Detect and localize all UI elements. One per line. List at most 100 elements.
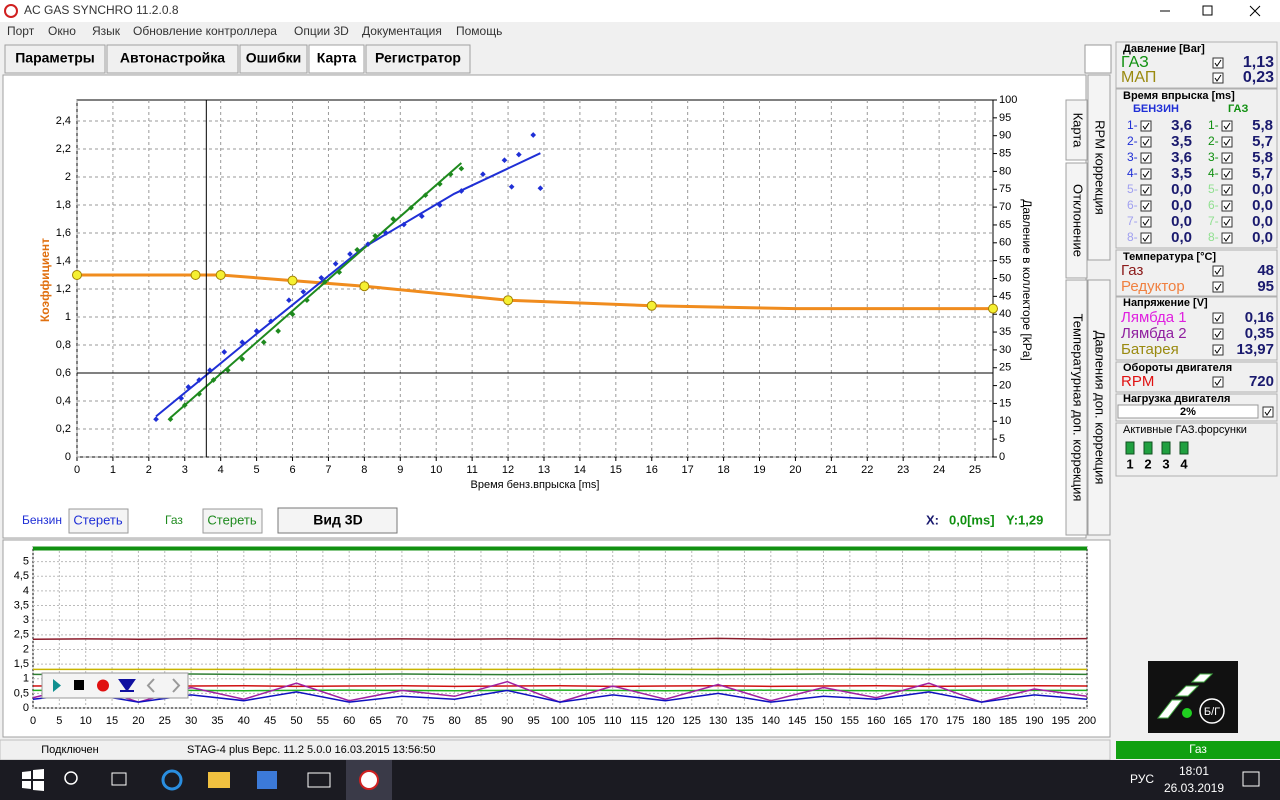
- curve-point: [646, 300, 657, 311]
- side-tab-label[interactable]: Температурная доп. коррекция: [1071, 314, 1086, 502]
- checkbox[interactable]: [1212, 328, 1224, 340]
- tab[interactable]: [365, 44, 471, 74]
- checkbox[interactable]: [1140, 152, 1152, 164]
- checkbox[interactable]: [1221, 216, 1233, 228]
- side-tab-label[interactable]: RPM коррекция: [1093, 120, 1108, 215]
- down-button[interactable]: [118, 679, 136, 692]
- legend-entry: Бензин: [22, 513, 62, 527]
- side-tab[interactable]: [1065, 99, 1088, 161]
- y2-tick-label: 80: [999, 165, 1011, 177]
- menu-item[interactable]: Язык: [92, 24, 121, 38]
- menu-item[interactable]: Обновление контроллера: [133, 24, 277, 38]
- status-device: STAG-4 plus Верс. 11.2 5.0.0 16.03.2015 …: [187, 744, 436, 756]
- record-button[interactable]: [97, 679, 109, 692]
- side-tab[interactable]: [1065, 162, 1088, 279]
- checkbox[interactable]: [1221, 152, 1233, 164]
- checkbox[interactable]: [1140, 216, 1152, 228]
- scatter-point: [196, 391, 202, 397]
- tab-label[interactable]: Автонастройка: [120, 50, 225, 66]
- tab-label[interactable]: Параметры: [15, 50, 95, 66]
- injector-label: 3: [1162, 456, 1169, 471]
- side-tab[interactable]: [1087, 74, 1111, 261]
- prev-button[interactable]: [146, 678, 155, 693]
- checkbox[interactable]: [1221, 184, 1233, 196]
- tab-label[interactable]: Карта: [317, 50, 357, 66]
- play-button[interactable]: [53, 679, 61, 692]
- scatter-point: [537, 185, 544, 192]
- checkbox[interactable]: [1140, 120, 1152, 132]
- start-button[interactable]: [22, 769, 44, 791]
- menu-item[interactable]: Документация: [362, 24, 442, 38]
- clear-label[interactable]: Стереть: [207, 512, 256, 527]
- checkbox[interactable]: [1221, 120, 1233, 132]
- store-icon[interactable]: [257, 771, 277, 789]
- checkbox[interactable]: [1212, 376, 1224, 388]
- checkbox[interactable]: [1221, 232, 1233, 244]
- tab[interactable]: [308, 44, 365, 74]
- clear-button[interactable]: [202, 508, 263, 534]
- checkbox[interactable]: [1212, 265, 1224, 277]
- checkbox[interactable]: [1140, 168, 1152, 180]
- checkbox[interactable]: [1221, 136, 1233, 148]
- side-tab-label[interactable]: Давления доп. коррекция: [1093, 331, 1108, 485]
- side-tab-label[interactable]: Карта: [1071, 113, 1086, 149]
- explorer-icon[interactable]: [208, 772, 230, 788]
- curve-point: [503, 295, 514, 306]
- scatter-point: [480, 171, 486, 178]
- checkmark: [1223, 138, 1231, 146]
- clear-label[interactable]: Стереть: [73, 512, 122, 527]
- edge-icon[interactable]: [161, 769, 183, 791]
- stop-button[interactable]: [74, 680, 84, 690]
- side-tab-label[interactable]: Отклонение: [1071, 184, 1086, 257]
- tab[interactable]: [106, 44, 239, 74]
- view3d-button[interactable]: [277, 507, 398, 534]
- gauge-label: МАП: [1121, 69, 1156, 86]
- petrol-time: 3,6: [1171, 149, 1192, 166]
- tab-label[interactable]: Регистратор: [375, 50, 461, 66]
- menu-item[interactable]: Окно: [48, 24, 76, 38]
- checkbox[interactable]: [1212, 312, 1224, 324]
- x-tick-label: 100: [551, 715, 569, 727]
- menu-item[interactable]: Помощь: [456, 24, 502, 38]
- checkbox[interactable]: [1221, 168, 1233, 180]
- mail-icon[interactable]: [307, 772, 331, 788]
- status-state: Подключен: [41, 744, 99, 756]
- checkbox[interactable]: [1212, 281, 1224, 293]
- checkbox[interactable]: [1212, 344, 1224, 356]
- checkbox[interactable]: [1140, 136, 1152, 148]
- close-button[interactable]: [1249, 5, 1261, 17]
- next-button[interactable]: [172, 678, 181, 693]
- checkbox[interactable]: [1221, 200, 1233, 212]
- checkbox[interactable]: [1140, 232, 1152, 244]
- gauge-label: Лямбда 2: [1121, 325, 1187, 342]
- help-button[interactable]: [1084, 44, 1112, 74]
- checkbox[interactable]: [1140, 184, 1152, 196]
- maximize-button[interactable]: [1202, 5, 1213, 16]
- scatter-point: [260, 339, 267, 346]
- search-button[interactable]: [64, 771, 78, 785]
- tab-label[interactable]: Ошибки: [246, 50, 301, 66]
- notifications[interactable]: [1242, 771, 1260, 787]
- checkbox[interactable]: [1140, 200, 1152, 212]
- app-task-icon[interactable]: [359, 770, 379, 790]
- clear-button[interactable]: [68, 508, 129, 534]
- y-tick-label: 0,8: [56, 339, 71, 351]
- y2-axis-label: Давление в коллекторе [kPa]: [1020, 199, 1034, 361]
- tab[interactable]: [239, 44, 308, 74]
- petrol-time: 3,6: [1171, 117, 1192, 134]
- tab[interactable]: [4, 44, 106, 74]
- menu-item[interactable]: Порт: [7, 24, 35, 38]
- view3d-label[interactable]: Вид 3D: [313, 512, 362, 528]
- x-tick-label: 80: [448, 715, 460, 727]
- side-tab[interactable]: [1087, 279, 1111, 536]
- group-title: Нагрузка двигателя: [1123, 393, 1230, 405]
- checkbox[interactable]: [1262, 406, 1274, 418]
- checkbox[interactable]: [1212, 72, 1224, 84]
- side-tab[interactable]: [1065, 279, 1088, 536]
- taskbar: [0, 760, 1280, 800]
- checkbox[interactable]: [1212, 57, 1224, 69]
- injector-number: 2-: [1208, 134, 1219, 148]
- task-view-button[interactable]: [111, 772, 127, 786]
- menu-item[interactable]: Опции 3D: [294, 24, 349, 38]
